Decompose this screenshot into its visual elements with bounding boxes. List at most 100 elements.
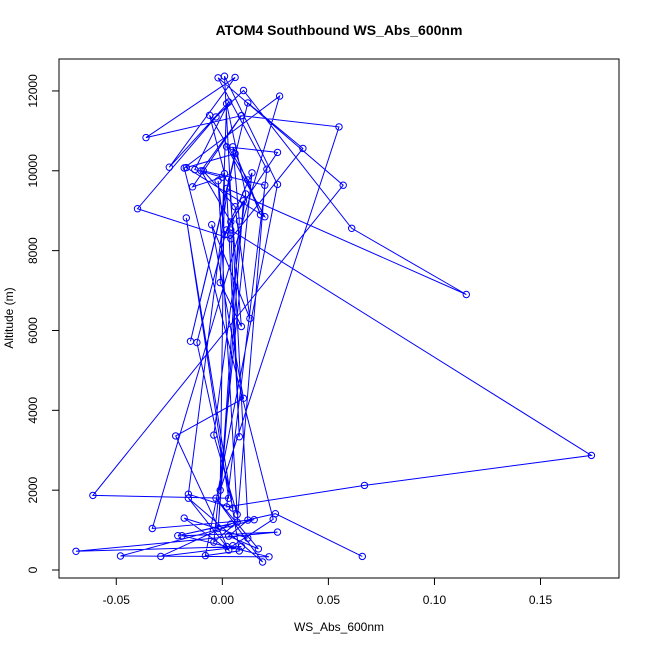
- data-point: [261, 213, 269, 221]
- data-point: [261, 181, 269, 189]
- data-point: [182, 163, 191, 172]
- data-point: [178, 532, 186, 540]
- data-point: [210, 431, 218, 439]
- data-point: [225, 494, 233, 502]
- data-point: [184, 494, 193, 502]
- data-point: [182, 214, 191, 222]
- data-point: [201, 551, 210, 560]
- data-point: [244, 516, 252, 524]
- data-point: [237, 542, 246, 551]
- data-point: [210, 538, 218, 546]
- data-point: [248, 169, 256, 177]
- data-point: [242, 190, 250, 198]
- data-point: [191, 165, 199, 174]
- data-point: [89, 491, 97, 500]
- data-point: [265, 553, 273, 561]
- data-point: [214, 524, 222, 533]
- data-point: [237, 112, 246, 120]
- data-point: [199, 167, 207, 175]
- data-point: [225, 546, 233, 554]
- data-point: [269, 515, 277, 523]
- data-point: [235, 433, 244, 441]
- data-point: [172, 432, 180, 440]
- x-tick-label: 0.15: [529, 593, 553, 607]
- data-point: [244, 534, 252, 542]
- data-point: [231, 203, 239, 211]
- data-point: [229, 504, 237, 512]
- data-point: [148, 524, 157, 533]
- data-point: [231, 149, 239, 158]
- y-tick-label: 4000: [26, 397, 40, 424]
- data-point: [239, 197, 248, 205]
- data-point: [222, 100, 231, 108]
- data-point: [227, 226, 235, 234]
- data-point: [273, 148, 282, 157]
- data-point: [246, 314, 254, 323]
- data-point: [256, 211, 265, 219]
- data-point: [157, 552, 165, 561]
- data-point: [165, 163, 174, 171]
- y-axis: 0 2000 4000 6000 8000 10000 12000: [26, 74, 60, 573]
- chart-title: ATOM4 Southbound WS_Abs_600nm: [216, 22, 463, 38]
- data-point: [184, 490, 193, 498]
- y-tick-label: 0: [26, 566, 40, 573]
- series-line: [75, 75, 593, 563]
- data-point: [273, 180, 282, 189]
- data-point: [275, 92, 284, 100]
- x-axis-label: WS_Abs_600nm: [294, 620, 384, 634]
- x-tick-label: -0.05: [103, 593, 131, 607]
- x-axis: -0.05 0.00 0.05 0.10 0.15: [103, 577, 553, 607]
- data-point: [222, 184, 231, 193]
- data-point: [225, 532, 233, 540]
- data-point: [188, 183, 197, 191]
- data-point: [205, 111, 214, 120]
- data-point: [220, 231, 229, 239]
- data-point: [299, 144, 307, 153]
- data-point: [142, 133, 150, 142]
- data-point: [72, 547, 80, 555]
- data-point: [335, 123, 343, 131]
- data-point: [180, 514, 188, 522]
- data-point: [239, 86, 248, 95]
- x-tick-label: 0.10: [423, 593, 447, 607]
- data-point: [233, 518, 241, 526]
- data-point: [339, 181, 347, 189]
- data-point: [233, 510, 241, 519]
- data-point: [235, 547, 244, 555]
- data-point: [216, 486, 224, 494]
- y-tick-label: 10000: [26, 154, 40, 188]
- data-point: [358, 552, 366, 561]
- data-point: [212, 494, 220, 502]
- data-point: [235, 217, 244, 225]
- data-point: [273, 528, 282, 536]
- data-point: [220, 169, 229, 178]
- data-point: [214, 177, 222, 185]
- data-point: [225, 174, 233, 182]
- data-point: [225, 98, 233, 106]
- y-tick-label: 12000: [26, 74, 40, 108]
- data-point: [348, 224, 356, 233]
- data-point: [229, 143, 237, 151]
- data-point: [222, 226, 231, 234]
- data-point: [244, 176, 252, 184]
- data-point: [254, 545, 263, 553]
- data-point: [360, 481, 369, 490]
- data-point: [258, 558, 267, 566]
- data-point: [263, 165, 271, 173]
- plot-region: [72, 72, 596, 566]
- y-tick-label: 2000: [26, 476, 40, 503]
- data-point: [239, 394, 248, 402]
- data-point: [133, 205, 142, 213]
- data-point: [231, 73, 239, 82]
- data-point: [227, 520, 235, 528]
- x-tick-label: 0.00: [211, 593, 235, 607]
- data-point: [214, 74, 222, 82]
- data-point: [227, 235, 235, 243]
- x-tick-label: 0.05: [317, 593, 341, 607]
- data-point: [216, 278, 224, 287]
- data-point: [237, 322, 246, 331]
- data-point: [208, 221, 216, 229]
- data-point: [462, 290, 470, 299]
- data-point: [222, 542, 231, 551]
